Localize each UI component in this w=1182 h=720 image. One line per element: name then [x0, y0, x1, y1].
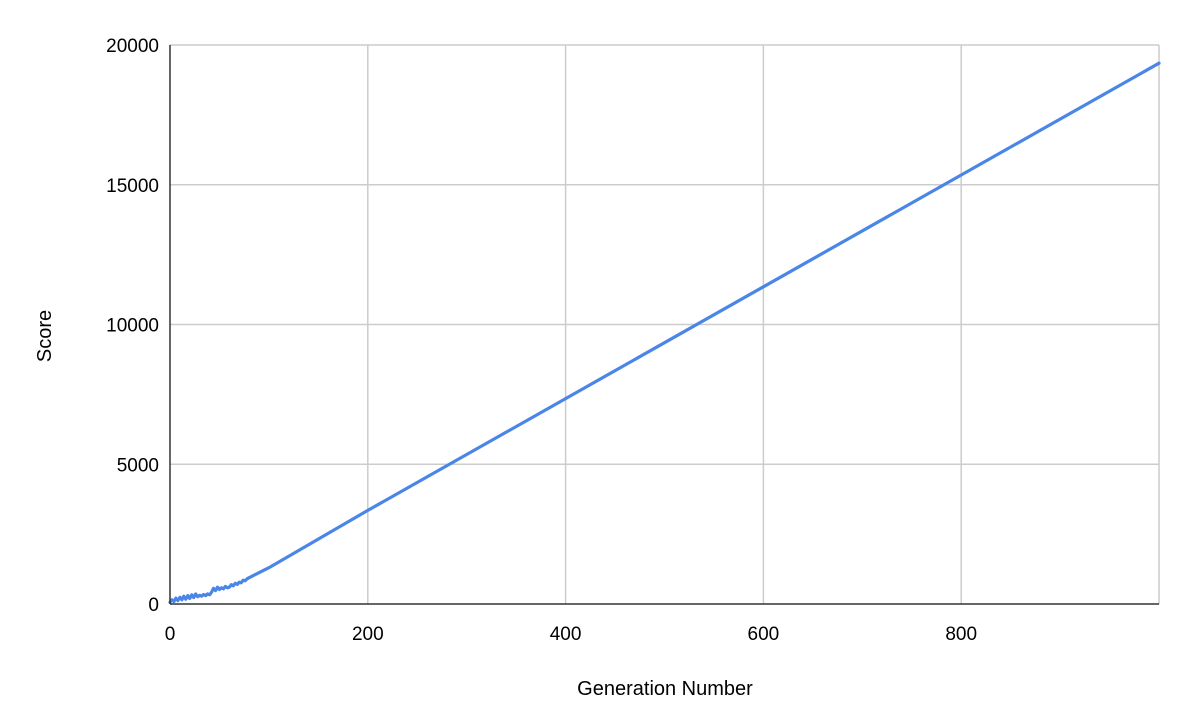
x-tick-label: 400	[550, 624, 582, 645]
y-tick-label: 10000	[106, 316, 159, 337]
x-tick-labels: 0 200 400 600 800	[165, 624, 977, 645]
series-line	[168, 61, 1161, 604]
x-tick-label: 800	[945, 624, 977, 645]
x-tick-label: 200	[352, 624, 384, 645]
x-tick-label: 600	[748, 624, 780, 645]
y-axis-title: Score	[34, 310, 56, 362]
y-tick-label: 5000	[117, 455, 159, 476]
series-layer	[168, 61, 1161, 604]
gridlines	[170, 44, 1160, 604]
x-axis-title: Generation Number	[577, 678, 753, 700]
y-tick-label: 20000	[106, 36, 159, 57]
y-tick-label: 15000	[106, 176, 159, 197]
y-tick-label: 0	[148, 595, 159, 616]
y-tick-labels: 0 5000 10000 15000 20000	[106, 36, 159, 616]
x-tick-label: 0	[165, 624, 176, 645]
